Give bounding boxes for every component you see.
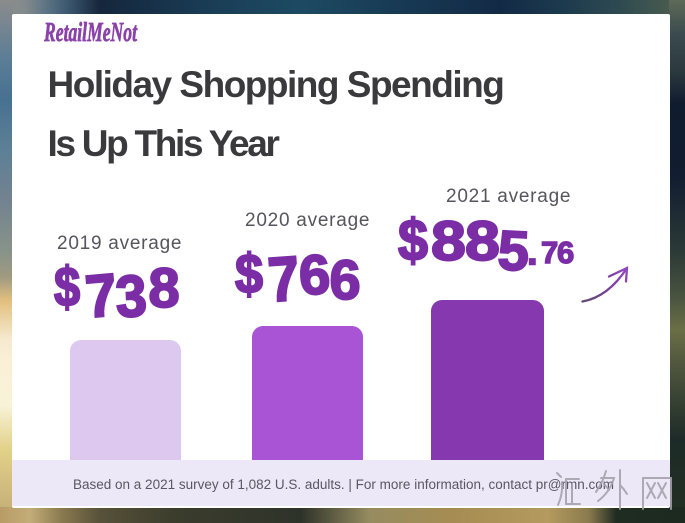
svg-text:RetailMeNot: RetailMeNot <box>44 17 138 47</box>
